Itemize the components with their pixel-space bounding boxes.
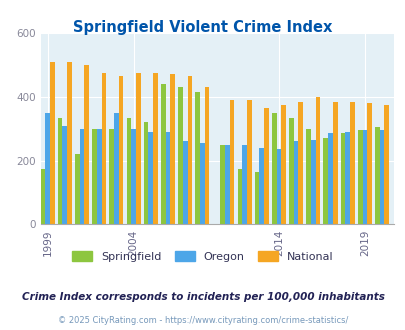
Bar xyxy=(126,117,131,224)
Bar xyxy=(288,117,293,224)
Bar xyxy=(118,76,123,224)
Bar xyxy=(254,172,259,224)
Bar xyxy=(281,105,285,224)
Bar xyxy=(345,132,349,224)
Bar xyxy=(40,169,45,224)
Bar xyxy=(340,134,345,224)
Bar xyxy=(75,154,79,224)
Bar xyxy=(384,105,388,224)
Bar xyxy=(165,132,170,224)
Bar xyxy=(305,129,310,224)
Legend: Springfield, Oregon, National: Springfield, Oregon, National xyxy=(68,247,337,267)
Text: Springfield Violent Crime Index: Springfield Violent Crime Index xyxy=(73,20,332,35)
Bar xyxy=(298,102,303,224)
Text: © 2025 CityRating.com - https://www.cityrating.com/crime-statistics/: © 2025 CityRating.com - https://www.city… xyxy=(58,315,347,325)
Bar xyxy=(195,92,200,224)
Text: Crime Index corresponds to incidents per 100,000 inhabitants: Crime Index corresponds to incidents per… xyxy=(21,292,384,302)
Bar xyxy=(79,129,84,224)
Bar xyxy=(263,108,268,224)
Bar xyxy=(379,130,384,224)
Bar xyxy=(271,113,276,224)
Bar xyxy=(114,113,118,224)
Bar xyxy=(45,113,50,224)
Bar xyxy=(367,103,371,224)
Bar xyxy=(148,132,153,224)
Bar xyxy=(84,65,89,224)
Bar xyxy=(310,140,315,224)
Bar xyxy=(143,122,148,224)
Bar xyxy=(178,87,182,224)
Bar xyxy=(62,125,67,224)
Bar xyxy=(224,145,229,224)
Bar xyxy=(204,87,209,224)
Bar xyxy=(170,75,175,224)
Bar xyxy=(332,102,337,224)
Bar xyxy=(293,142,298,224)
Bar xyxy=(153,73,158,224)
Bar xyxy=(374,127,379,224)
Bar xyxy=(92,129,97,224)
Bar xyxy=(349,102,354,224)
Bar xyxy=(315,97,320,224)
Bar xyxy=(160,84,165,224)
Bar xyxy=(182,142,187,224)
Bar xyxy=(237,169,242,224)
Bar xyxy=(131,129,136,224)
Bar xyxy=(276,149,281,224)
Bar xyxy=(200,143,204,224)
Bar xyxy=(97,129,101,224)
Bar xyxy=(242,145,246,224)
Bar xyxy=(327,134,332,224)
Bar xyxy=(187,76,192,224)
Bar xyxy=(58,117,62,224)
Bar xyxy=(246,100,251,224)
Bar xyxy=(323,138,327,224)
Bar xyxy=(136,73,140,224)
Bar xyxy=(362,130,367,224)
Bar xyxy=(220,145,224,224)
Bar xyxy=(67,62,72,224)
Bar xyxy=(259,148,263,224)
Bar xyxy=(229,100,234,224)
Bar xyxy=(109,129,114,224)
Bar xyxy=(357,130,362,224)
Bar xyxy=(50,62,55,224)
Bar xyxy=(101,73,106,224)
